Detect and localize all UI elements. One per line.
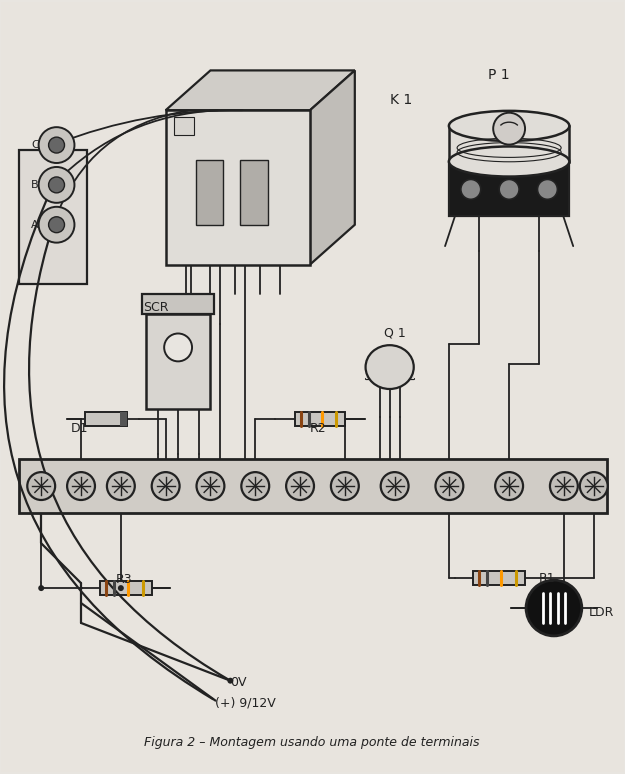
Circle shape	[286, 472, 314, 500]
Ellipse shape	[449, 111, 569, 141]
Text: Figura 2 – Montagem usando uma ponte de terminais: Figura 2 – Montagem usando uma ponte de …	[144, 736, 480, 749]
Text: B: B	[31, 180, 39, 190]
Ellipse shape	[449, 146, 569, 176]
Circle shape	[49, 137, 64, 153]
Circle shape	[526, 580, 582, 636]
Circle shape	[436, 472, 463, 500]
Bar	[241, 160, 268, 224]
Bar	[85, 412, 127, 426]
Circle shape	[196, 472, 224, 500]
Bar	[146, 314, 211, 409]
Circle shape	[461, 180, 481, 200]
Circle shape	[39, 127, 74, 163]
Circle shape	[550, 472, 578, 500]
Text: P 1: P 1	[488, 68, 510, 82]
Bar	[449, 162, 569, 216]
Circle shape	[118, 585, 124, 591]
Text: Q 1: Q 1	[384, 326, 406, 339]
Circle shape	[228, 678, 233, 683]
Text: 0V: 0V	[231, 676, 247, 689]
Text: K 1: K 1	[389, 94, 412, 108]
Text: SCR: SCR	[143, 301, 169, 314]
Circle shape	[38, 585, 44, 591]
Circle shape	[493, 113, 525, 145]
Bar	[449, 126, 569, 162]
Polygon shape	[310, 70, 355, 265]
Bar	[19, 459, 607, 513]
Circle shape	[499, 180, 519, 200]
Bar	[473, 571, 525, 585]
Text: D1: D1	[71, 423, 89, 435]
Circle shape	[152, 472, 179, 500]
Bar	[120, 412, 127, 426]
Text: R2: R2	[310, 423, 327, 435]
Bar	[142, 294, 214, 314]
Ellipse shape	[366, 345, 414, 389]
Circle shape	[241, 472, 269, 500]
Bar	[295, 412, 345, 426]
Circle shape	[381, 472, 409, 500]
Circle shape	[49, 217, 64, 233]
Circle shape	[28, 472, 55, 500]
Circle shape	[538, 180, 558, 200]
Circle shape	[49, 177, 64, 193]
Circle shape	[331, 472, 359, 500]
Bar	[196, 160, 223, 224]
Bar	[100, 581, 152, 595]
Text: R3: R3	[116, 574, 132, 586]
Circle shape	[39, 207, 74, 242]
Circle shape	[39, 167, 74, 203]
Circle shape	[164, 334, 192, 361]
Bar	[166, 110, 310, 265]
Circle shape	[495, 472, 523, 500]
Polygon shape	[166, 70, 355, 110]
Circle shape	[107, 472, 135, 500]
Text: C: C	[31, 140, 39, 150]
Bar	[174, 117, 194, 135]
Bar	[366, 367, 414, 379]
Text: R1: R1	[539, 572, 556, 584]
Text: (+) 9/12V: (+) 9/12V	[216, 696, 276, 709]
Circle shape	[580, 472, 608, 500]
Bar	[19, 150, 87, 285]
Circle shape	[67, 472, 95, 500]
Text: LDR: LDR	[589, 607, 614, 619]
Text: A: A	[31, 220, 39, 230]
